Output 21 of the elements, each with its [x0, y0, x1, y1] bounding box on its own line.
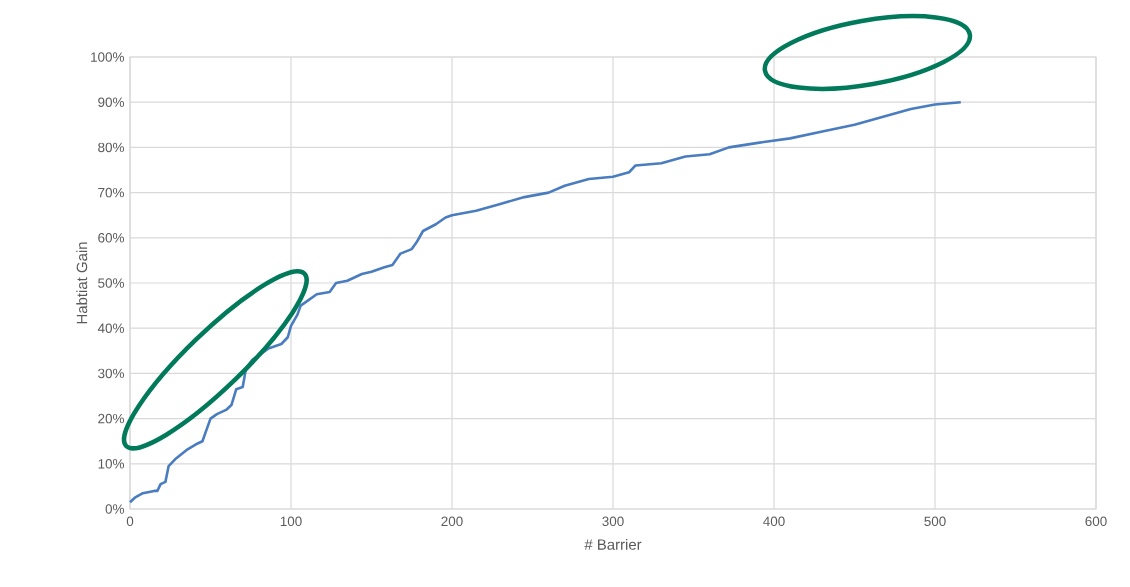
y-axis-title: Habtiat Gain [76, 242, 88, 324]
y-tick-label: 60% [98, 233, 124, 243]
y-tick-label: 10% [98, 459, 124, 469]
y-tick-label: 40% [97, 323, 124, 333]
y-tick-label: 20% [98, 413, 124, 424]
y-tick-label: 70% [98, 187, 124, 198]
y-tick-label: 50% [98, 278, 124, 288]
x-tick-label: 0 [126, 516, 134, 527]
y-tick-label: 80% [98, 142, 124, 153]
y-tick-label: 0% [105, 504, 124, 514]
y-tick-label: 30% [98, 368, 124, 379]
x-tick-label: 100 [280, 516, 302, 527]
x-tick-label: 200 [441, 516, 463, 527]
x-tick-label: 300 [602, 516, 624, 527]
x-tick-label: 400 [763, 516, 785, 527]
x-tick-label: 500 [924, 516, 946, 527]
y-tick-label: 90% [98, 97, 124, 107]
line-series [128, 100, 963, 504]
x-tick-label: 600 [1085, 516, 1107, 527]
y-tick-label: 100% [91, 52, 124, 62]
x-axis-title: # Barrier [584, 538, 642, 550]
